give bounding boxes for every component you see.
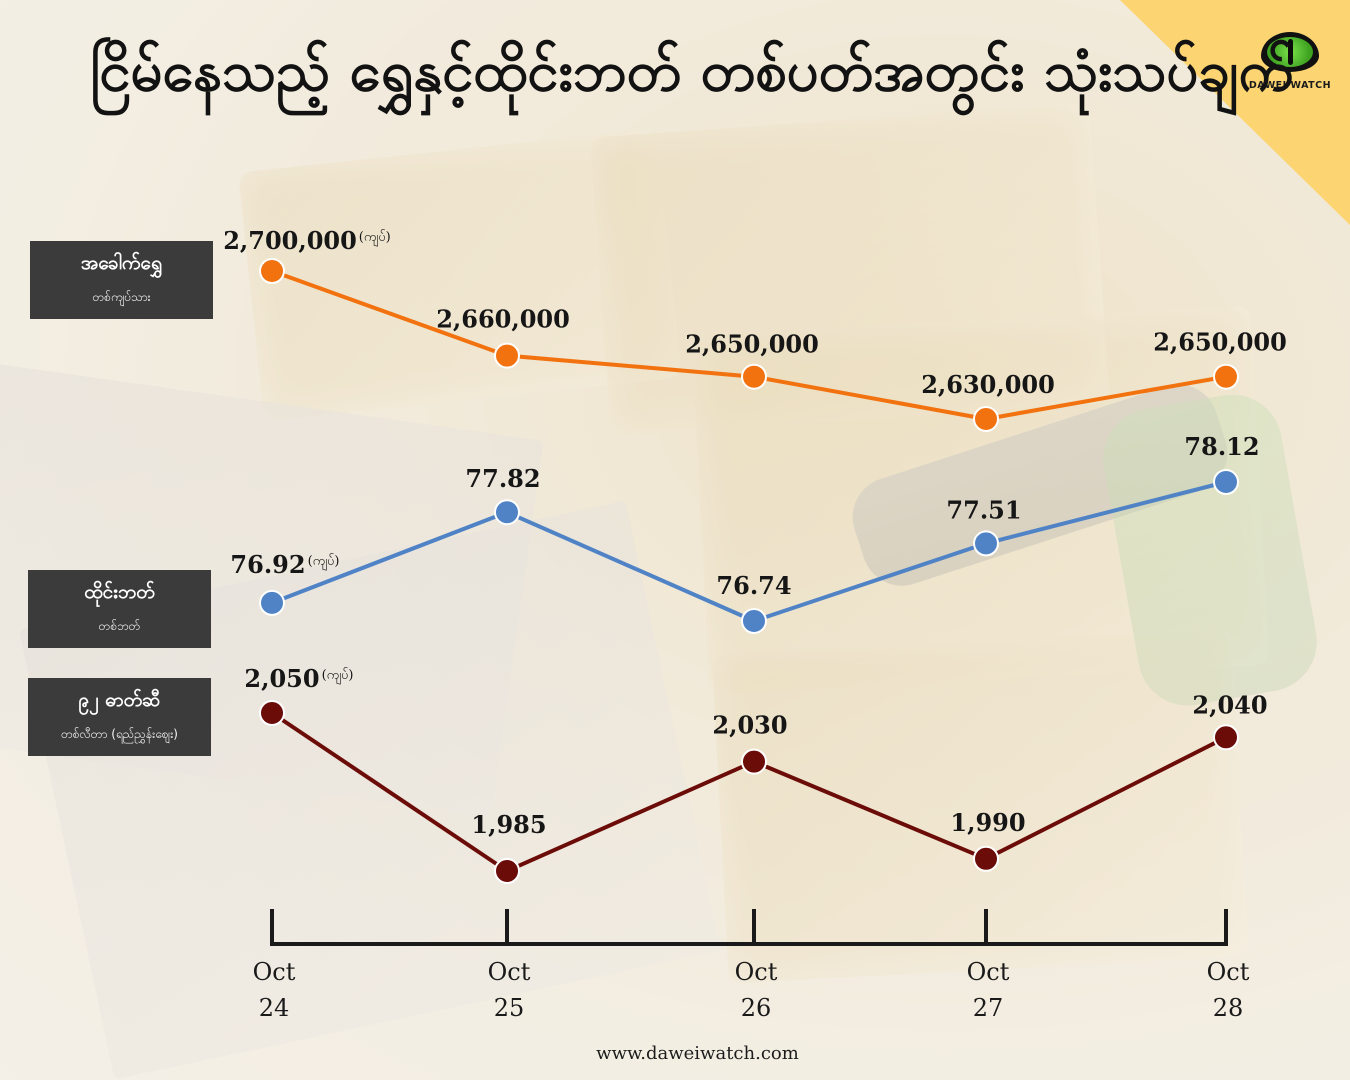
data-point [741, 363, 767, 390]
series-unit: တစ်ကျပ်သား [92, 290, 151, 304]
series-unit: တစ်လီတာ (ရည်ညွှန်းဈေး) [61, 727, 178, 741]
x-tick-label-month: Oct [253, 958, 296, 986]
x-tick-label-day: 24 [259, 994, 290, 1022]
x-tick-label-day: 27 [973, 994, 1004, 1022]
data-label: 2,650,000 [1153, 328, 1287, 357]
series-box-fuel: ၉၂ ဓာတ်ဆီ တစ်လီတာ (ရည်ညွှန်းဈေး) [28, 678, 211, 756]
series-name: ထိုင်းဘတ် [84, 581, 155, 603]
data-point [1213, 363, 1239, 390]
data-point [1213, 724, 1239, 751]
data-label: 76.74 [716, 571, 791, 600]
data-label: 2,030 [712, 711, 787, 740]
data-label: 1,985 [471, 810, 546, 839]
data-label: 77.82 [465, 464, 540, 493]
data-label: 2,040 [1192, 690, 1267, 719]
x-tick-label-month: Oct [735, 958, 778, 986]
data-point [741, 608, 767, 634]
logo: DAWEI WATCH [1245, 32, 1335, 102]
series-unit: တစ်ဘတ် [98, 619, 141, 633]
data-point [973, 530, 999, 557]
data-point [494, 342, 520, 369]
data-point [741, 748, 767, 775]
x-tick-label-day: 25 [494, 994, 525, 1022]
x-tick-label-day: 28 [1213, 994, 1244, 1022]
data-point [259, 258, 285, 284]
data-point [1213, 469, 1239, 495]
data-label: 77.51 [946, 495, 1021, 524]
website-url: www.daweiwatch.com [596, 1043, 799, 1064]
x-tick-label-month: Oct [967, 958, 1010, 986]
data-label: 78.12 [1184, 432, 1259, 461]
data-label: 2,630,000 [921, 370, 1055, 399]
series-box-baht: ထိုင်းဘတ် တစ်ဘတ် [28, 570, 211, 648]
data-point [494, 858, 520, 884]
data-label: 2,050 [244, 664, 319, 693]
eye-icon [1261, 32, 1319, 72]
series-name: ၉၂ ဓာတ်ဆီ [78, 689, 161, 711]
unit-note: (ကျပ်) [359, 229, 391, 247]
data-label: 2,700,000 [223, 226, 357, 255]
x-tick-label-day: 26 [741, 994, 772, 1022]
chart-title: ငြိမ်နေသည့် ရွှေနှင့်ထိုင်းဘတ် တစ်ပတ်အတွ… [90, 39, 1294, 104]
series-line [271, 480, 1227, 623]
data-label: 2,650,000 [685, 330, 819, 359]
corner-accent [1120, 0, 1350, 225]
data-point [973, 845, 999, 872]
series-name: အခေါက်ရွှေ [80, 252, 163, 274]
data-point [259, 700, 285, 726]
series-box-gold: အခေါက်ရွှေ တစ်ကျပ်သား [30, 241, 213, 319]
data-point [494, 499, 520, 526]
unit-note: (ကျပ်) [322, 667, 354, 685]
data-point [973, 406, 999, 432]
unit-note: (ကျပ်) [308, 553, 340, 571]
x-tick-label-month: Oct [1207, 958, 1250, 986]
data-label: 2,660,000 [436, 305, 570, 334]
x-tick-label-month: Oct [488, 958, 531, 986]
logo-text: DAWEI WATCH [1248, 80, 1332, 91]
data-point [259, 589, 285, 616]
data-label: 1,990 [950, 808, 1025, 837]
data-label: 76.92 [230, 550, 305, 579]
